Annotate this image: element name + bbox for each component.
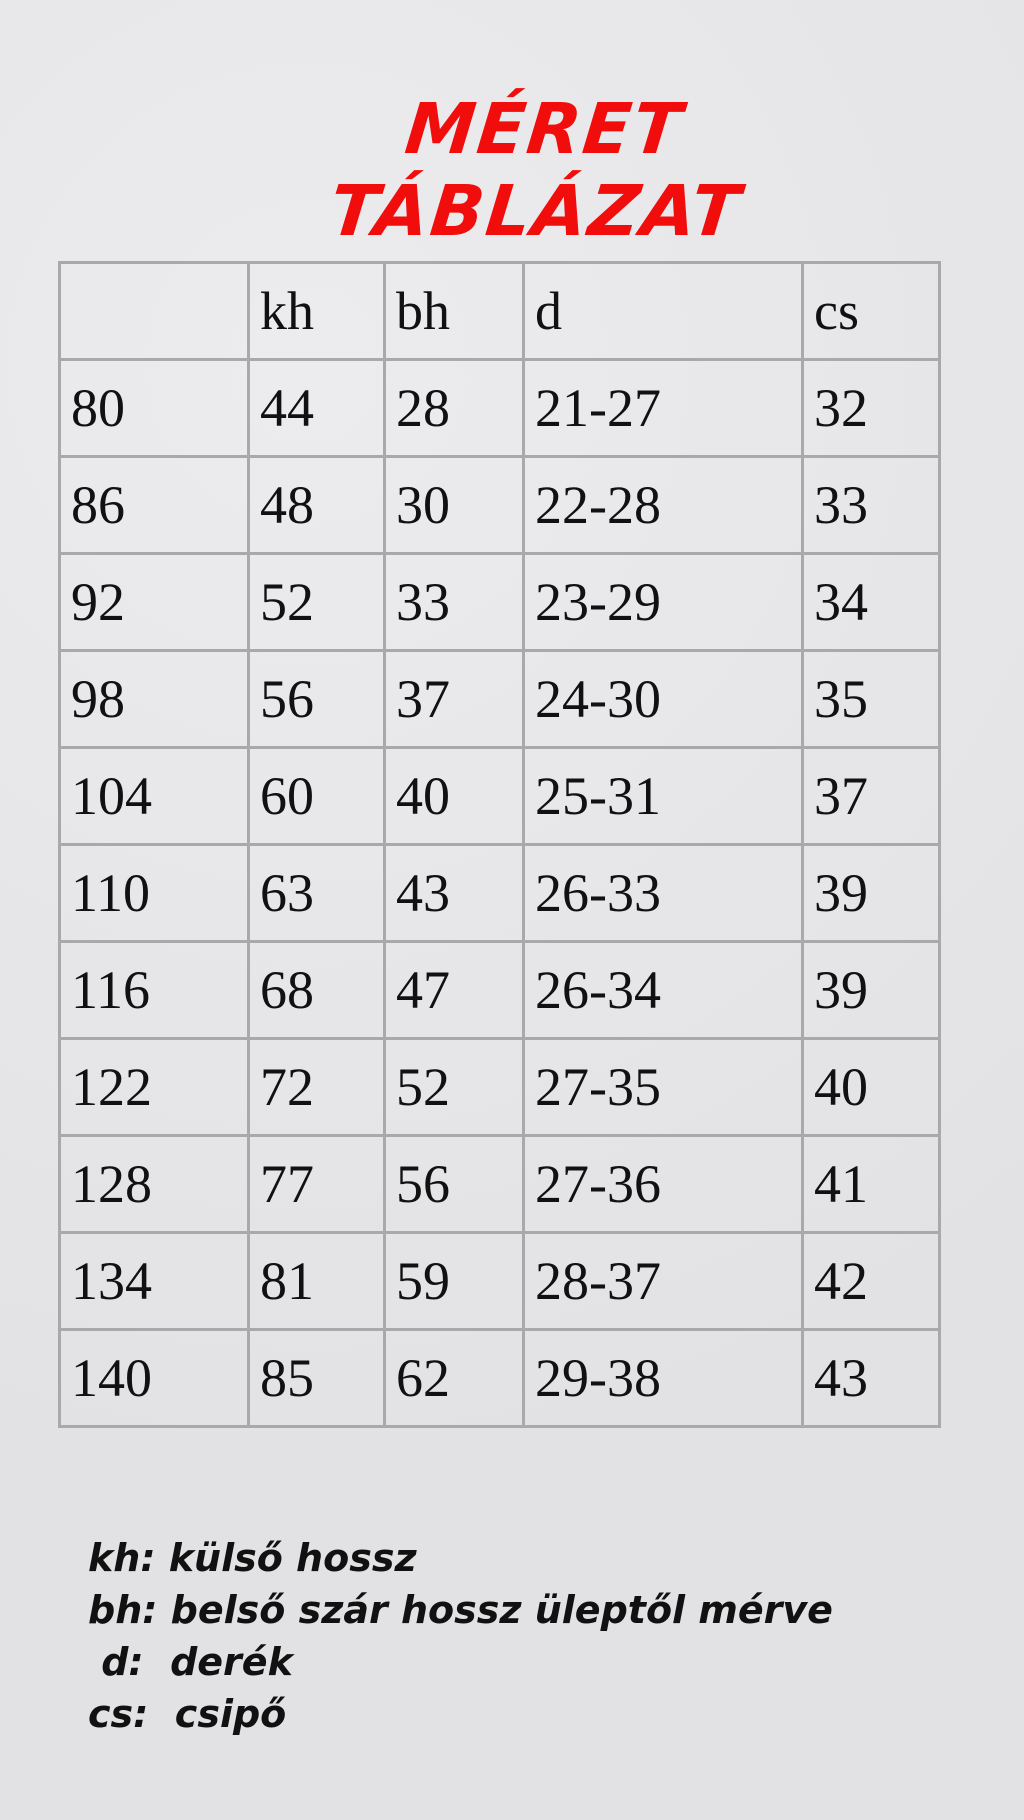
legend-item-kh: kh: külső hossz [88, 1536, 417, 1580]
table-cell: 29-38 [522, 1328, 804, 1428]
table-cell: 40 [383, 746, 525, 846]
table-cell: 81 [247, 1231, 386, 1331]
table-cell: 27-35 [522, 1037, 804, 1137]
table-cell: 44 [247, 358, 386, 458]
table-cell: 37 [383, 649, 525, 749]
table-row: 80 44 28 21-27 32 [58, 358, 941, 458]
table-cell: 56 [247, 649, 386, 749]
table-cell: 47 [383, 940, 525, 1040]
legend-item-bh: bh: belső szár hossz üleptől mérve [88, 1588, 833, 1632]
table-cell: d [522, 261, 804, 361]
legend: kh: külső hossz bh: belső szár hossz üle… [88, 1532, 833, 1740]
table-cell: 134 [58, 1231, 250, 1331]
table-cell: 85 [247, 1328, 386, 1428]
table-cell: 28 [383, 358, 525, 458]
table-cell: 63 [247, 843, 386, 943]
table-cell: 22-28 [522, 455, 804, 555]
table-cell: 28-37 [522, 1231, 804, 1331]
table-row: 104 60 40 25-31 37 [58, 746, 941, 846]
table-cell: 42 [801, 1231, 941, 1331]
table-cell: 23-29 [522, 552, 804, 652]
table-header-row: kh bh d cs [58, 261, 941, 361]
table-cell: 25-31 [522, 746, 804, 846]
table-row: 128 77 56 27-36 41 [58, 1134, 941, 1234]
table-cell: 122 [58, 1037, 250, 1137]
table-cell: 72 [247, 1037, 386, 1137]
table-cell: 26-33 [522, 843, 804, 943]
table-cell: 60 [247, 746, 386, 846]
table-cell: 26-34 [522, 940, 804, 1040]
table-row: 122 72 52 27-35 40 [58, 1037, 941, 1137]
table-row: 110 63 43 26-33 39 [58, 843, 941, 943]
table-cell: 52 [247, 552, 386, 652]
table-cell: bh [383, 261, 525, 361]
table-cell: 98 [58, 649, 250, 749]
table-cell: 80 [58, 358, 250, 458]
table-cell: 34 [801, 552, 941, 652]
table-row: 140 85 62 29-38 43 [58, 1328, 941, 1428]
table-cell: 68 [247, 940, 386, 1040]
page-title: MÉRET TÁBLÁZAT [326, 88, 746, 252]
legend-item-cs: cs: csipő [88, 1692, 287, 1736]
table-cell: 24-30 [522, 649, 804, 749]
table-cell: 104 [58, 746, 250, 846]
table-row: 134 81 59 28-37 42 [58, 1231, 941, 1331]
table-cell: 92 [58, 552, 250, 652]
table-row: 86 48 30 22-28 33 [58, 455, 941, 555]
table-cell: 39 [801, 940, 941, 1040]
table-cell: 27-36 [522, 1134, 804, 1234]
table-cell: 59 [383, 1231, 525, 1331]
size-table: kh bh d cs 80 44 28 21-27 32 86 48 30 22-28 33 92 52 33 2… [58, 261, 941, 1428]
table-cell: 77 [247, 1134, 386, 1234]
table-cell: 56 [383, 1134, 525, 1234]
table-cell: 41 [801, 1134, 941, 1234]
table-cell: 43 [383, 843, 525, 943]
table-cell: 43 [801, 1328, 941, 1428]
table-row: 92 52 33 23-29 34 [58, 552, 941, 652]
table-cell: 128 [58, 1134, 250, 1234]
table-cell: 35 [801, 649, 941, 749]
table-cell: 33 [801, 455, 941, 555]
table-cell: 116 [58, 940, 250, 1040]
table-cell: 37 [801, 746, 941, 846]
table-cell: 52 [383, 1037, 525, 1137]
table-cell: 32 [801, 358, 941, 458]
table-cell: 30 [383, 455, 525, 555]
table-cell: 86 [58, 455, 250, 555]
table-cell: 140 [58, 1328, 250, 1428]
table-cell: 21-27 [522, 358, 804, 458]
table-cell: cs [801, 261, 941, 361]
table-cell [58, 261, 250, 361]
table-cell: 62 [383, 1328, 525, 1428]
table-cell: 40 [801, 1037, 941, 1137]
legend-item-d: d: derék [88, 1640, 293, 1684]
table-cell: 48 [247, 455, 386, 555]
table-cell: 110 [58, 843, 250, 943]
table-cell: 33 [383, 552, 525, 652]
table-cell: 39 [801, 843, 941, 943]
table-row: 98 56 37 24-30 35 [58, 649, 941, 749]
table-cell: kh [247, 261, 386, 361]
table-row: 116 68 47 26-34 39 [58, 940, 941, 1040]
